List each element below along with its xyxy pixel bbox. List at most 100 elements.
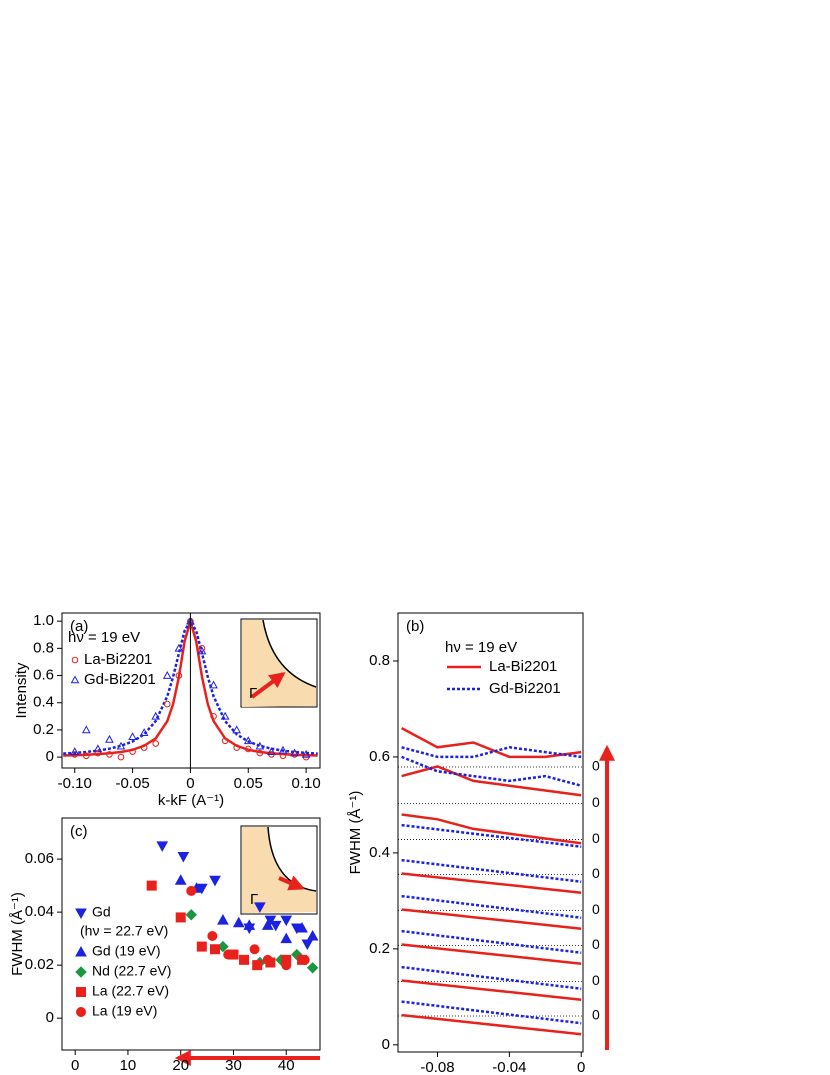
curve <box>401 943 582 965</box>
legend-label: Gd-Bi2201 <box>489 680 561 697</box>
y-tick-label: 0.8 <box>33 639 54 656</box>
offset-label: 0 <box>592 936 600 952</box>
offset-label: 0 <box>592 865 600 881</box>
point <box>209 680 218 689</box>
point <box>221 737 229 745</box>
point <box>207 930 218 941</box>
point <box>261 919 274 930</box>
x-tick-label: 0 <box>577 1059 585 1075</box>
y-tick-label: 0.8 <box>369 652 390 669</box>
point <box>278 745 288 754</box>
point <box>116 741 126 750</box>
curve <box>401 908 582 930</box>
offset-label: 0 <box>592 758 600 774</box>
x-tick-label: 10 <box>120 1057 137 1074</box>
point <box>254 902 266 913</box>
legend-marker <box>71 656 79 664</box>
point <box>228 949 239 960</box>
point <box>252 960 263 971</box>
point <box>267 747 276 755</box>
offset-label: 0 <box>592 1007 600 1023</box>
x-tick-label: -0.08 <box>420 1059 454 1075</box>
point <box>81 725 91 734</box>
y-axis-label: Intensity <box>13 662 30 718</box>
plot-area <box>146 841 319 974</box>
point <box>198 645 206 652</box>
x-axis-label: Fermi angle (deg) <box>132 1074 250 1075</box>
point <box>299 954 310 965</box>
curve <box>401 965 582 990</box>
offset-label: 0 <box>592 972 600 988</box>
y-axis-label: FWHM (Å⁻¹) <box>347 791 364 875</box>
point <box>223 949 234 960</box>
legend-marker <box>75 966 87 978</box>
point <box>156 841 169 852</box>
point <box>70 747 80 755</box>
x-tick-label: 0.10 <box>292 775 321 792</box>
point <box>239 954 250 965</box>
point <box>306 929 319 941</box>
y-tick-label: 0.2 <box>369 940 390 957</box>
point <box>106 751 113 758</box>
plot-frame <box>61 817 321 1051</box>
point <box>301 939 314 950</box>
inset-a <box>240 618 318 708</box>
legend-marker <box>76 987 86 997</box>
point <box>301 749 311 758</box>
point <box>163 700 171 708</box>
curve <box>401 765 582 797</box>
point <box>296 922 308 933</box>
legend-label: (hν = 22.7 eV) <box>80 923 168 939</box>
y-tick-label: 1.0 <box>33 612 54 629</box>
x-axis-label: k-kF (A⁻¹) <box>158 792 224 809</box>
x-tick-label: 0.05 <box>234 775 263 792</box>
annotation: hν = 19 eV <box>68 629 140 646</box>
y-tick-label: 0 <box>46 1009 54 1026</box>
point <box>232 916 245 928</box>
point <box>217 914 229 925</box>
point <box>256 749 264 757</box>
point <box>196 941 207 952</box>
fit-line <box>63 618 318 755</box>
offset-label: 0 <box>592 830 600 846</box>
plot-frame <box>61 612 321 769</box>
point <box>255 741 265 750</box>
curve <box>401 726 582 759</box>
point <box>174 643 184 652</box>
point <box>174 874 187 885</box>
point <box>129 748 136 755</box>
point <box>262 954 273 965</box>
panel-label: (b) <box>406 618 424 635</box>
point <box>140 744 148 751</box>
point <box>177 851 190 863</box>
curve <box>401 1000 582 1025</box>
point <box>233 744 240 751</box>
curve <box>401 858 582 883</box>
legend-label: Gd (19 eV) <box>92 943 160 959</box>
y-tick-label: 0.04 <box>25 903 54 920</box>
point <box>220 711 230 720</box>
y-tick-label: 0.06 <box>25 850 54 867</box>
point <box>139 728 149 736</box>
point <box>117 753 125 761</box>
point <box>185 909 197 921</box>
legend-label: La (22.7 eV) <box>92 983 169 999</box>
point <box>306 962 319 974</box>
curve <box>401 979 582 1001</box>
inset-label: Γ <box>249 685 257 702</box>
plot-area <box>398 726 583 1036</box>
point <box>243 736 253 745</box>
curve <box>401 755 582 787</box>
x-tick-label: 30 <box>225 1057 242 1074</box>
x-tick-label: 0 <box>186 775 194 792</box>
legend-label: Gd <box>92 904 111 920</box>
point <box>210 944 221 955</box>
point <box>105 734 114 743</box>
x-tick-label: -0.10 <box>58 775 92 792</box>
x-tick-label: 40 <box>278 1057 295 1074</box>
point <box>290 748 299 757</box>
annotation: hν = 19 eV <box>445 639 517 656</box>
y-tick-label: 0.6 <box>369 748 390 765</box>
offset-label: 0 <box>592 794 600 810</box>
